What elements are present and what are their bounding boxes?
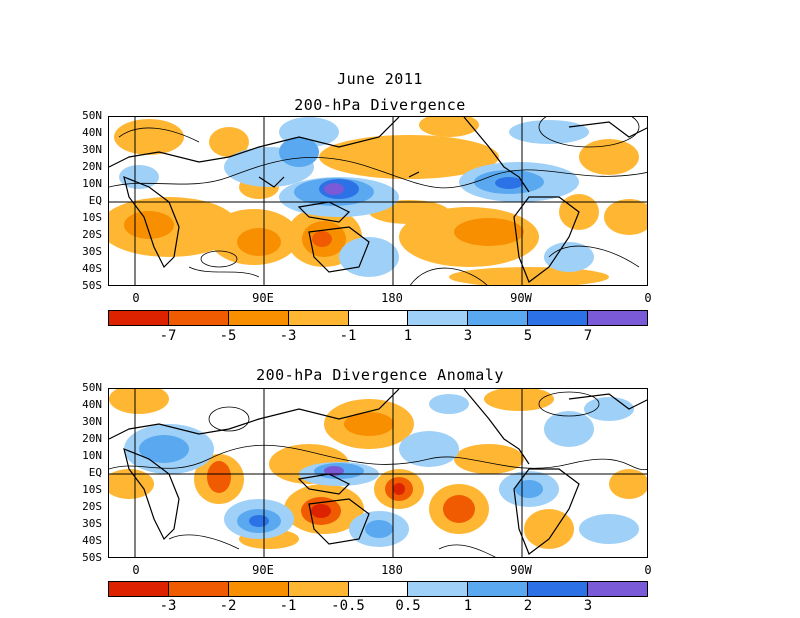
lon-label: 90W [510, 563, 532, 577]
lat-label: 30S [82, 245, 102, 258]
grid-lines [109, 117, 647, 285]
colorbar-box [228, 311, 289, 325]
divergence-regions [119, 117, 594, 277]
divergence-anomaly-colorbar [108, 581, 648, 597]
lon-label: 0 [644, 291, 652, 305]
lon-label: 90W [510, 291, 532, 305]
lat-label: 50S [82, 279, 102, 292]
positive-anomaly-regions [124, 394, 639, 547]
colorbar-tick: 1 [403, 328, 413, 344]
colorbar-tick: -1 [279, 598, 297, 614]
lon-label: 0 [132, 563, 140, 577]
lon-label: 0 [132, 291, 140, 305]
colorbar-box [288, 582, 349, 596]
lat-label: 30N [82, 143, 102, 156]
colorbar-tick: 5 [523, 328, 533, 344]
lat-label: 20S [82, 500, 102, 513]
zero-contours [109, 391, 647, 557]
divergence-anomaly-map-field [109, 389, 647, 557]
lon-label: 180 [381, 563, 403, 577]
lat-label: EQ [88, 194, 102, 207]
lat-label: 40N [82, 398, 102, 411]
lat-label: 50N [82, 109, 102, 122]
lat-label: 10N [82, 449, 102, 462]
colorbar-box [109, 582, 169, 596]
lon-label: 90E [252, 291, 274, 305]
colorbar-tick: 3 [583, 598, 593, 614]
lat-label: 40S [82, 262, 102, 275]
colorbar-box [288, 311, 349, 325]
lat-label: 50N [82, 381, 102, 394]
colorbar-box [528, 311, 589, 325]
lat-label: 30S [82, 517, 102, 530]
colorbar-box [348, 582, 409, 596]
colorbar-box [588, 582, 648, 596]
divergence-map-field [109, 117, 647, 285]
colorbar-tick: 2 [523, 598, 533, 614]
colorbar-tick: 7 [583, 328, 593, 344]
lat-label: 10S [82, 211, 102, 224]
lat-label: 40N [82, 126, 102, 139]
colorbar-tick: -0.5 [331, 598, 365, 614]
lat-label: 10N [82, 177, 102, 190]
divergence-anomaly-map [108, 388, 648, 558]
colorbar-box [468, 582, 529, 596]
lat-label: EQ [88, 466, 102, 479]
colorbar-box [109, 311, 169, 325]
colorbar-tick: -3 [159, 598, 177, 614]
month-title: June 2011 [337, 70, 423, 88]
lon-label: 0 [644, 563, 652, 577]
negative-anomaly-regions [109, 389, 647, 549]
colorbar-tick: -5 [219, 328, 237, 344]
divergence-map [108, 116, 648, 286]
colorbar-box [348, 311, 409, 325]
colorbar-box [408, 311, 469, 325]
colorbar-tick: 3 [463, 328, 473, 344]
panel1-title: 200-hPa Divergence [294, 96, 466, 114]
lat-label: 50S [82, 551, 102, 564]
colorbar-box [168, 311, 229, 325]
colorbar-box [408, 582, 469, 596]
convergence-regions [109, 117, 647, 285]
lat-label: 30N [82, 415, 102, 428]
lon-label: 180 [381, 291, 403, 305]
grid-lines [109, 389, 647, 557]
colorbar-box [228, 582, 289, 596]
lat-label: 10S [82, 483, 102, 496]
colorbar-tick: -2 [219, 598, 237, 614]
colorbar-box [168, 582, 229, 596]
colorbar-tick: -1 [339, 328, 357, 344]
colorbar-box [468, 311, 529, 325]
lat-label: 20S [82, 228, 102, 241]
colorbar-box [528, 582, 589, 596]
colorbar-box [588, 311, 648, 325]
lat-label: 40S [82, 534, 102, 547]
divergence-colorbar [108, 310, 648, 326]
lat-label: 20N [82, 160, 102, 173]
colorbar-tick: 1 [463, 598, 473, 614]
colorbar-tick: -3 [279, 328, 297, 344]
colorbar-tick: 0.5 [395, 598, 421, 614]
coastlines [109, 389, 647, 555]
lon-label: 90E [252, 563, 274, 577]
panel2-title: 200-hPa Divergence Anomaly [256, 366, 504, 384]
lat-label: 20N [82, 432, 102, 445]
zero-contours [109, 117, 647, 285]
colorbar-tick: -7 [159, 328, 177, 344]
